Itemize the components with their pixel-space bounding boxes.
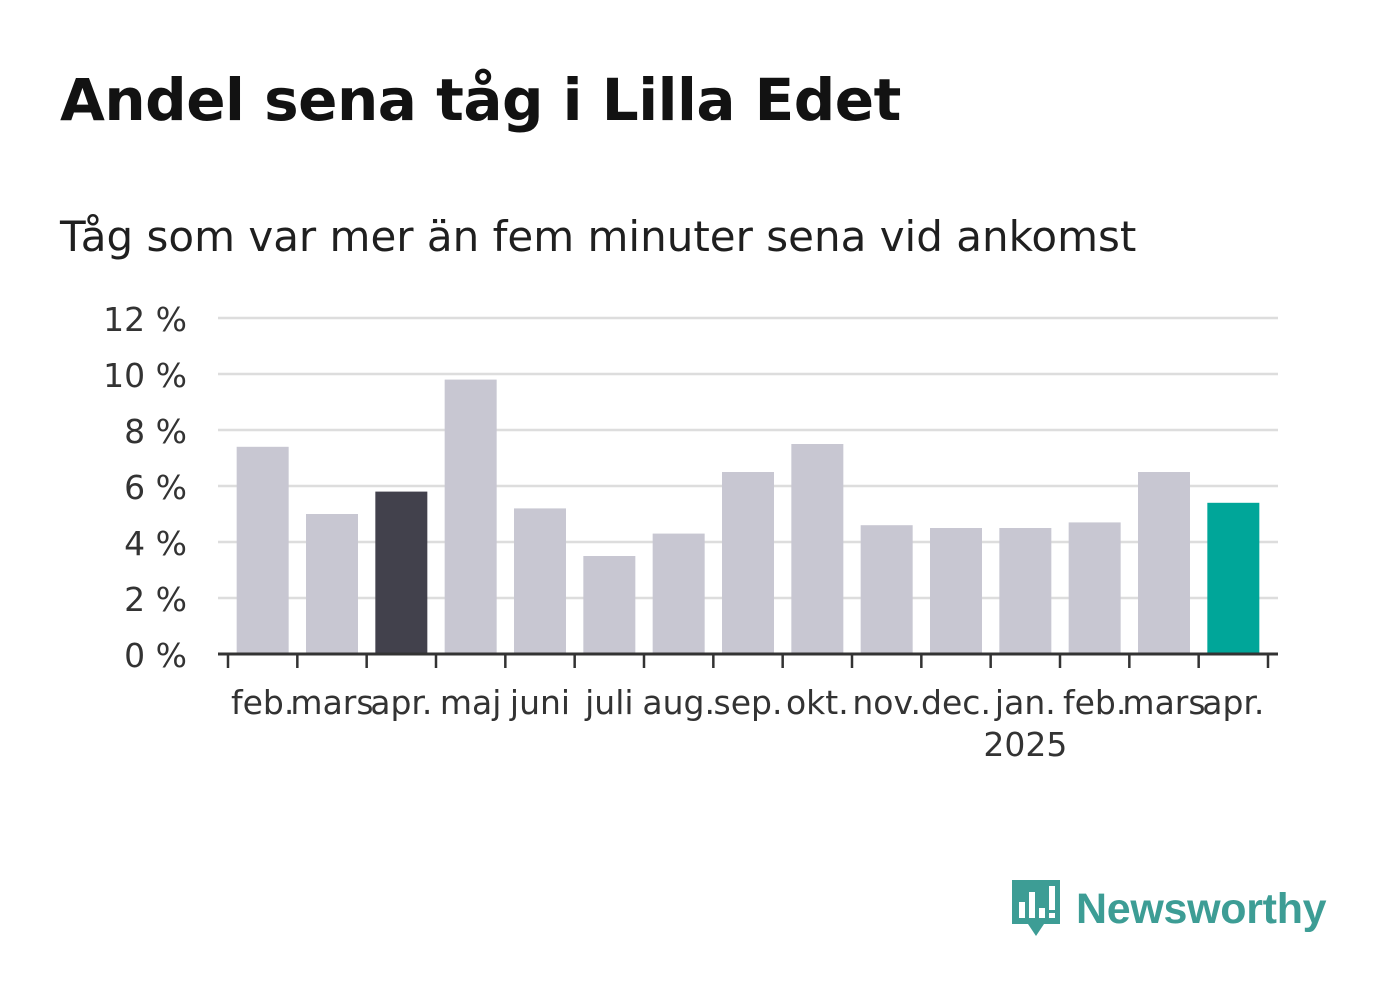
x-tick-label: jan. bbox=[994, 683, 1056, 722]
bar bbox=[1207, 502, 1260, 654]
bar bbox=[999, 528, 1052, 654]
bar bbox=[1138, 472, 1190, 654]
x-tick-label: nov. bbox=[852, 683, 921, 722]
x-tick-label: maj bbox=[440, 683, 502, 722]
y-tick-label: 6 % bbox=[124, 468, 187, 507]
bar bbox=[791, 444, 844, 654]
y-tick-label: 2 % bbox=[124, 580, 187, 619]
bar bbox=[652, 533, 705, 654]
x-tick-label: apr. bbox=[370, 683, 432, 722]
brand-name: Newsworthy bbox=[1076, 884, 1327, 933]
bar bbox=[444, 379, 497, 654]
y-tick-label: 4 % bbox=[124, 524, 187, 563]
x-tick-label: apr. bbox=[1202, 683, 1264, 722]
bar bbox=[236, 446, 289, 654]
x-tick-label: okt. bbox=[786, 683, 849, 722]
y-tick-label: 8 % bbox=[124, 412, 187, 451]
x-tick-label: aug. bbox=[642, 683, 715, 722]
x-tick-label: mars bbox=[1122, 683, 1205, 722]
bar bbox=[306, 514, 358, 654]
bar bbox=[860, 525, 913, 654]
x-tick-label: juli bbox=[584, 683, 633, 722]
x-tick-label: feb. bbox=[1063, 683, 1126, 722]
bar bbox=[514, 508, 566, 654]
bar bbox=[1068, 522, 1121, 654]
y-tick-label: 12 % bbox=[103, 300, 187, 339]
x-tick-label: mars bbox=[290, 683, 373, 722]
bar bbox=[722, 472, 774, 654]
brand-logo[interactable]: Newsworthy bbox=[1008, 878, 1327, 940]
bar bbox=[583, 556, 636, 654]
chart-subtitle: Tåg som var mer än fem minuter sena vid … bbox=[60, 212, 1137, 261]
bar bbox=[375, 491, 428, 654]
y-tick-label: 10 % bbox=[103, 356, 187, 395]
bar bbox=[930, 528, 982, 654]
x-tick-label: sep. bbox=[714, 683, 783, 722]
x-year-label: 2025 bbox=[983, 725, 1067, 764]
x-tick-label: dec. bbox=[921, 683, 991, 722]
newsworthy-bar-chart-icon bbox=[1012, 880, 1060, 936]
y-tick-label: 0 % bbox=[124, 636, 187, 675]
x-tick-label: feb. bbox=[231, 683, 294, 722]
chart-title: Andel sena tåg i Lilla Edet bbox=[60, 66, 901, 134]
x-tick-label: juni bbox=[509, 683, 570, 722]
